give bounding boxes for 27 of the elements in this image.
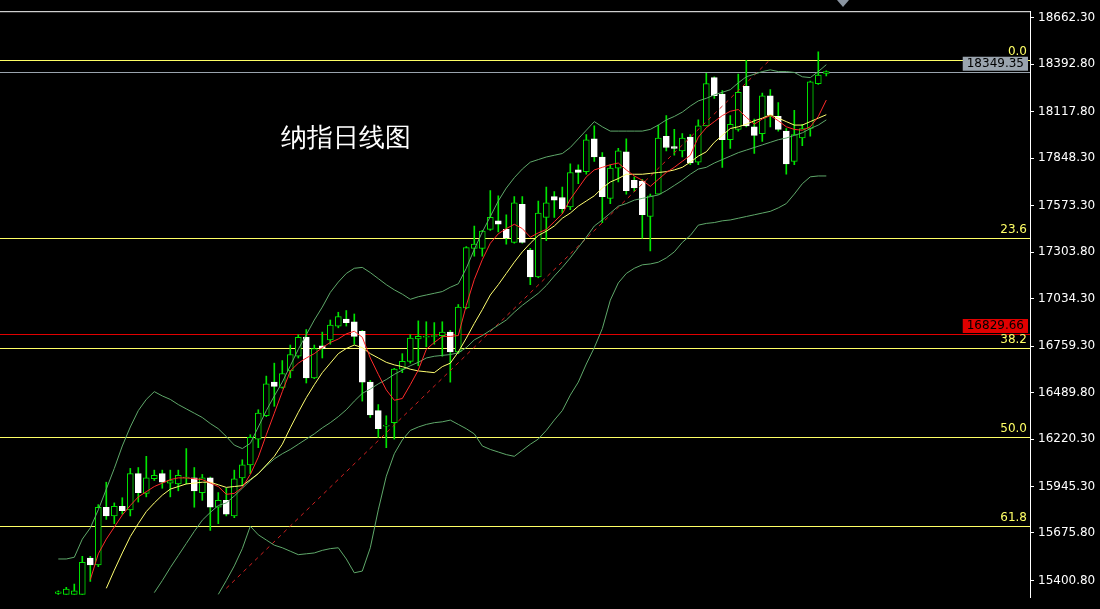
y-tick-label: 15675.80 bbox=[1038, 525, 1096, 540]
y-tick-label: 18117.80 bbox=[1038, 103, 1096, 118]
candlestick bbox=[270, 362, 278, 407]
annotation: 50.0 bbox=[1000, 420, 1027, 435]
y-tick-label: 16759.30 bbox=[1038, 338, 1096, 353]
text: 纳指日线图 bbox=[281, 121, 412, 152]
candlestick bbox=[494, 195, 502, 233]
y-tick-label: 16489.80 bbox=[1038, 384, 1096, 399]
annotation: 0.0 bbox=[1007, 43, 1027, 58]
y-tick-label: 17848.30 bbox=[1038, 150, 1096, 165]
y-tick-label: 17303.80 bbox=[1038, 244, 1096, 259]
candlestick bbox=[670, 129, 678, 156]
y-tick-label: 16220.30 bbox=[1038, 431, 1096, 446]
ref-line-label: 18349.35 bbox=[966, 55, 1024, 70]
ref-line-label: 16829.66 bbox=[966, 318, 1024, 333]
annotation: 61.8 bbox=[1000, 509, 1027, 524]
y-tick-label: 15945.30 bbox=[1038, 478, 1096, 493]
annotation: 38.2 bbox=[1000, 332, 1027, 347]
y-tick-label: 18662.30 bbox=[1038, 9, 1096, 24]
y-tick-label: 15400.80 bbox=[1038, 572, 1096, 587]
annotation: 23.6 bbox=[1000, 222, 1027, 237]
y-tick-label: 18392.80 bbox=[1038, 56, 1096, 71]
candlestick bbox=[550, 191, 558, 218]
y-tick-label: 17034.30 bbox=[1038, 290, 1096, 305]
candlestick bbox=[382, 415, 390, 449]
y-tick-label: 17573.30 bbox=[1038, 197, 1096, 212]
candlestick bbox=[438, 321, 446, 357]
